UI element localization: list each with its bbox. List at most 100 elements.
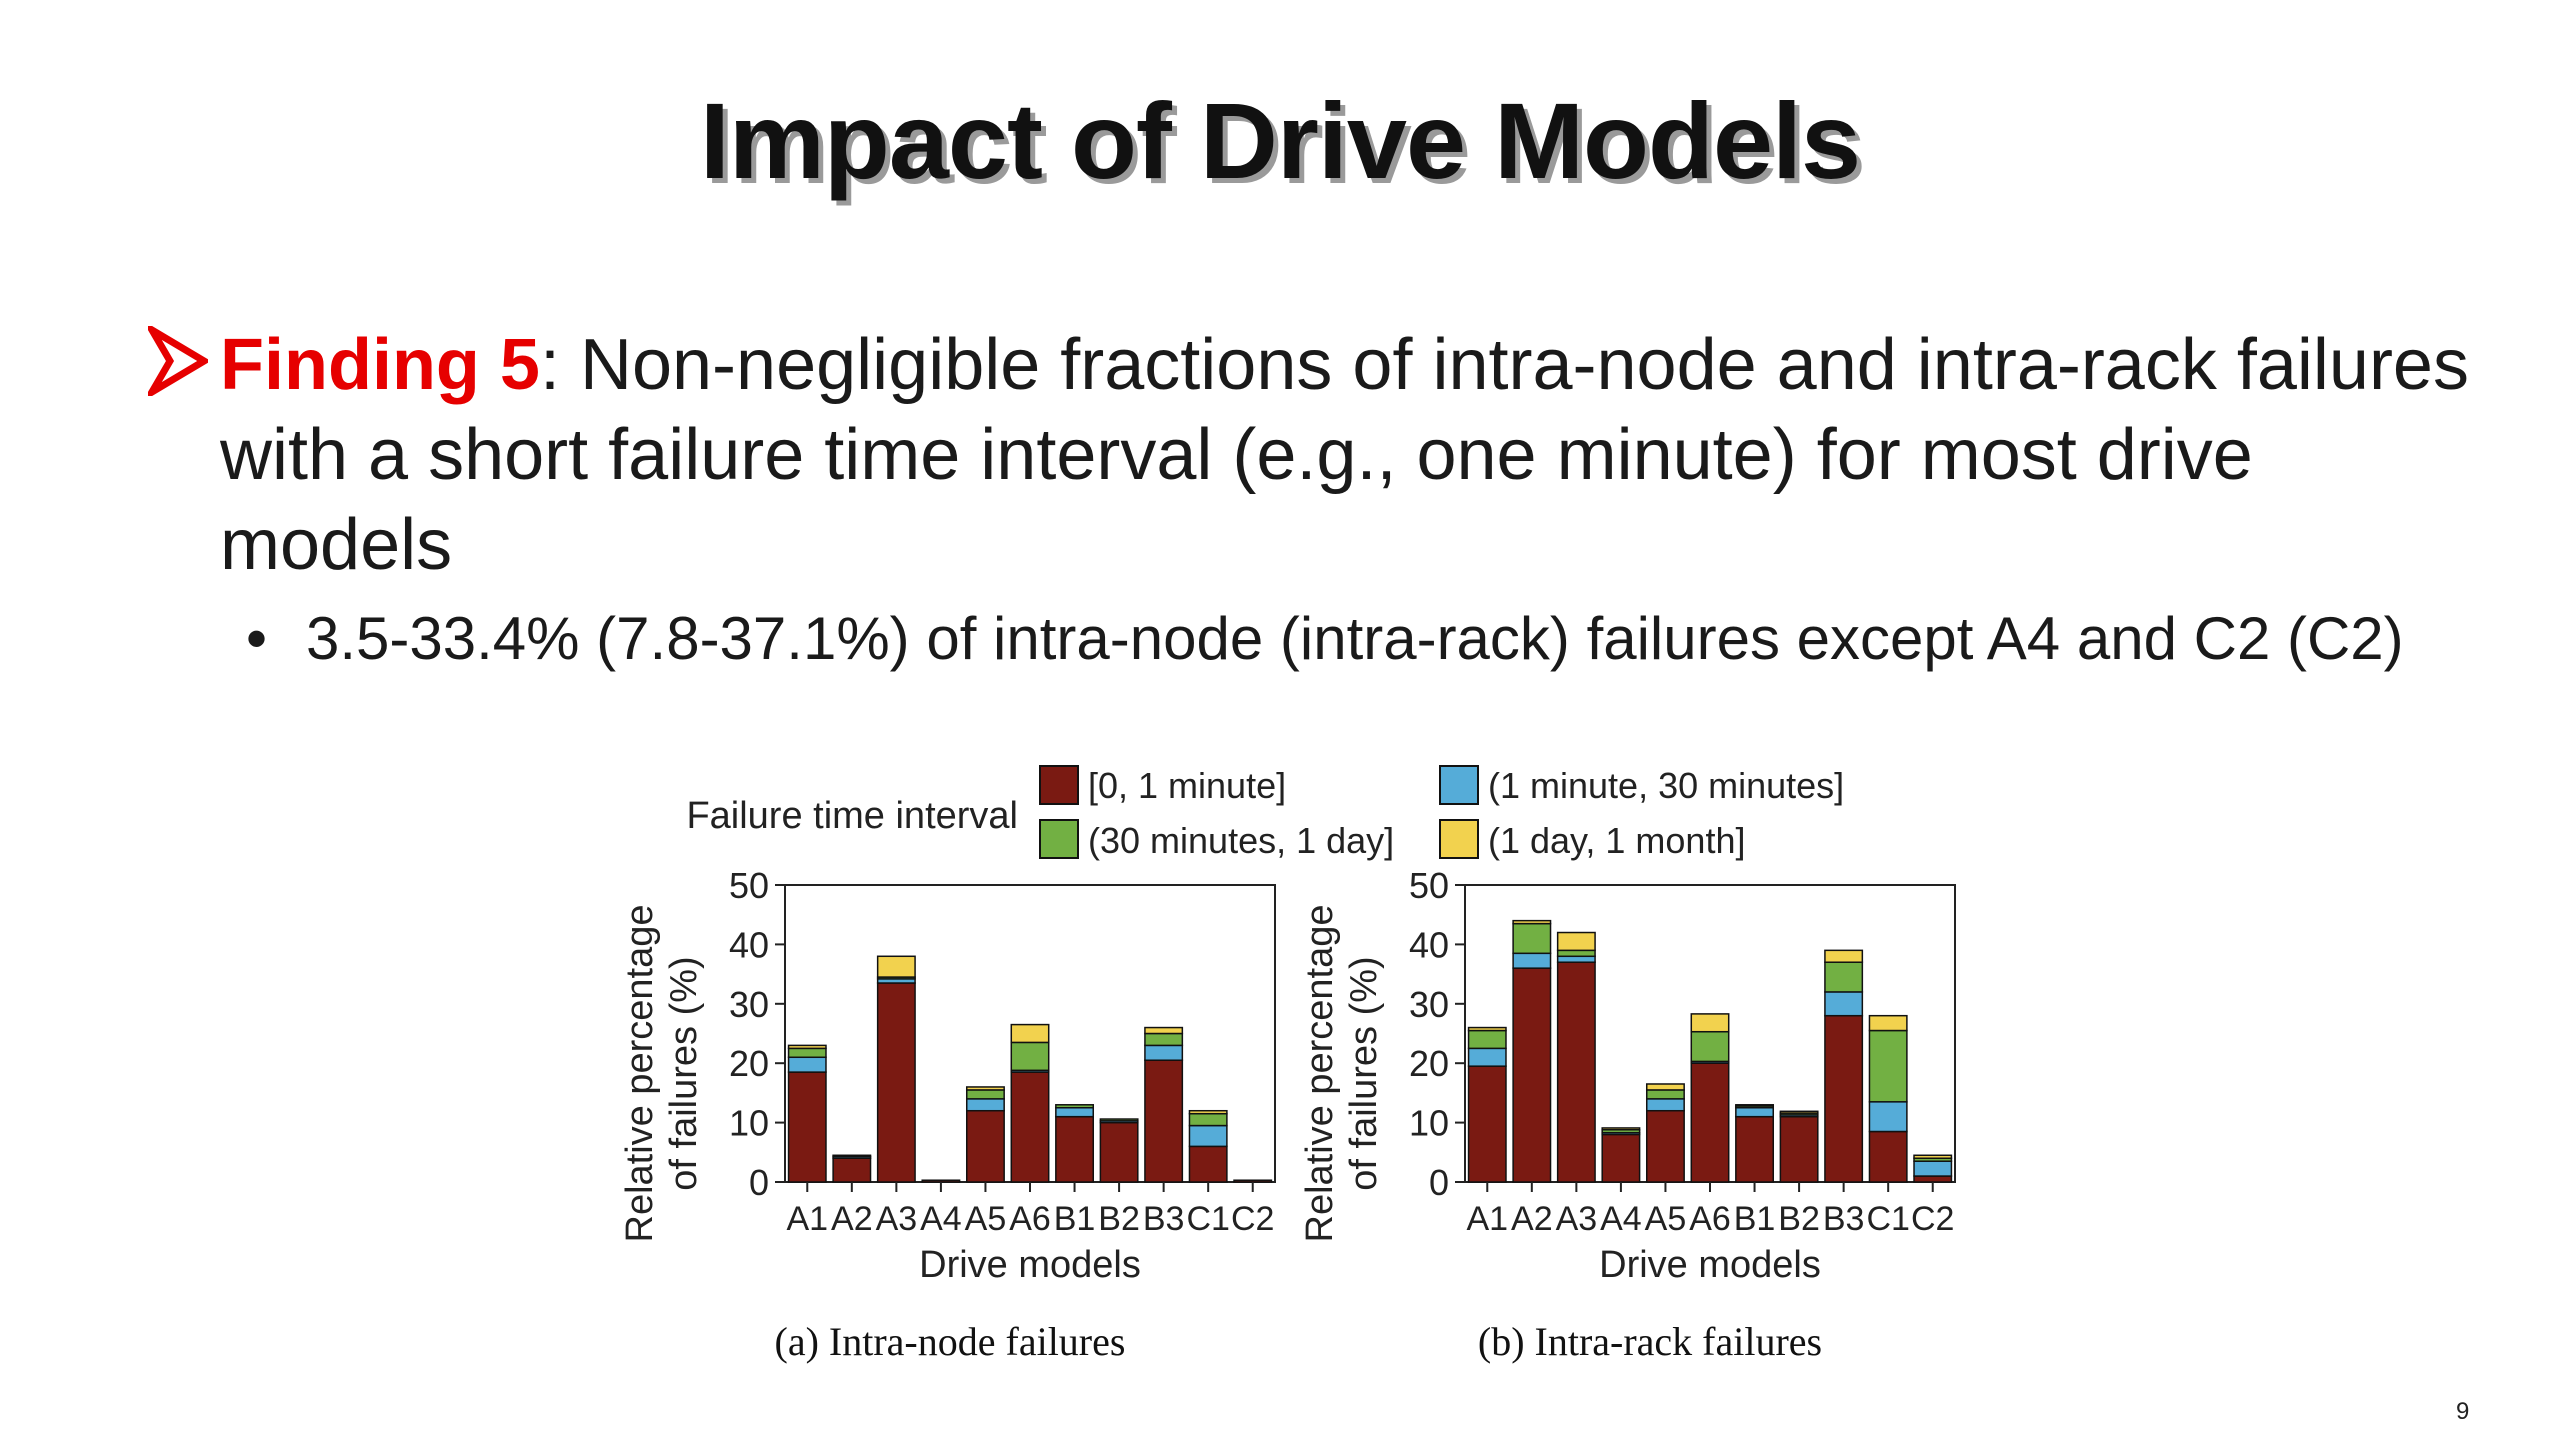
bar-segment-B1-s1 <box>1055 1107 1095 1118</box>
x-tick-label: C1 <box>1186 1200 1229 1238</box>
x-axis-label: Drive models <box>919 1244 1141 1286</box>
slide-title: Impact of Drive Models <box>699 80 1861 201</box>
chart-intra-rack: 0 10 20 30 40 50 A1 A2 A3 A4 A5 A6 B1 B2 B3 C1 C2 Drive m… <box>1299 865 1956 1286</box>
bar-segment-B2-s0 <box>1099 1121 1139 1183</box>
legend-label-0: [0, 1 minute] <box>1088 765 1286 806</box>
x-tick-label: B3 <box>1823 1200 1865 1238</box>
bar-segment-A3-s3 <box>876 955 916 978</box>
bar-segment-A6-s2 <box>1690 1030 1730 1063</box>
legend-label-1: (1 minute, 30 minutes] <box>1488 765 1844 806</box>
x-tick-label: B1 <box>1054 1200 1096 1238</box>
bar-segment-B3-s3 <box>1824 949 1864 963</box>
x-tick-label: A1 <box>1466 1200 1508 1238</box>
bar-segment-A3-s1 <box>1556 955 1596 963</box>
bar-segment-C2-s1 <box>1913 1160 1953 1177</box>
bar-segment-A1-s2 <box>1467 1029 1507 1050</box>
legend-label-2: (30 minutes, 1 day] <box>1088 820 1394 861</box>
x-tick-label: B2 <box>1778 1200 1820 1238</box>
y-tick-label: 20 <box>729 1043 769 1084</box>
legend-swatch-2 <box>1039 819 1079 859</box>
y-tick-label: 10 <box>1409 1103 1449 1144</box>
bar-segment-A5-s2 <box>1645 1089 1685 1100</box>
legend-title: Failure time interval <box>686 795 1018 837</box>
bar-segment-A3-s2 <box>1556 949 1596 958</box>
y-axis-label-line-1: Relative percentage <box>619 905 661 1243</box>
bar-segment-C1-s2 <box>1868 1029 1908 1103</box>
bar-segment-A6-s0 <box>1010 1071 1050 1183</box>
y-tick-label: 30 <box>1409 984 1449 1025</box>
y-tick-label: 20 <box>1409 1043 1449 1084</box>
y-axis-label-line-2: of failures (%) <box>663 956 705 1190</box>
bar-segment-C2-s0 <box>1913 1175 1953 1183</box>
bar-segment-A2-s2 <box>832 1154 872 1158</box>
finding-paragraph: Finding 5: Non-negligible fractions of i… <box>148 320 2488 590</box>
legend: Failure time interval [0, 1 minute] (1 m… <box>686 765 1844 861</box>
bar-segment-C1-s3 <box>1188 1109 1228 1115</box>
x-tick-label: A5 <box>1645 1200 1687 1238</box>
y-tick-label: 50 <box>729 865 769 906</box>
x-tick-label: B3 <box>1143 1200 1185 1238</box>
bar-segment-A5-s1 <box>1645 1098 1685 1112</box>
bar-segment-A1-s0 <box>787 1071 827 1183</box>
bar-segment-A1-s1 <box>1467 1047 1507 1067</box>
bar-segment-A2-s0 <box>1512 967 1552 1183</box>
bar-segment-A6-s2 <box>1010 1041 1050 1072</box>
bar-segment-A5-s0 <box>1645 1109 1685 1183</box>
x-tick-label: B1 <box>1734 1200 1776 1238</box>
bar-segment-B3-s2 <box>1824 961 1864 993</box>
bar-segment-A3-s3 <box>1556 931 1596 952</box>
bar-segment-B3-s2 <box>1144 1032 1184 1047</box>
x-tick-label: A3 <box>876 1200 918 1238</box>
x-tick-label: A6 <box>1689 1200 1731 1238</box>
y-tick-label: 30 <box>729 984 769 1025</box>
bar-segment-C1-s0 <box>1188 1145 1228 1183</box>
bar-segment-A6-s3 <box>1010 1023 1050 1044</box>
bar-segment-A5-s2 <box>965 1089 1005 1100</box>
bar-segment-A2-s0 <box>832 1157 872 1183</box>
bar-segment-A1-s3 <box>787 1044 827 1050</box>
bar-segment-A5-s3 <box>965 1086 1005 1091</box>
y-tick-label: 0 <box>749 1162 769 1203</box>
legend-swatch-1 <box>1439 765 1479 805</box>
bar-segment-A5-s3 <box>1645 1083 1685 1091</box>
bar-segment-A3-s0 <box>1556 961 1596 1183</box>
x-tick-label: A4 <box>920 1200 962 1238</box>
x-tick-label: B2 <box>1098 1200 1140 1238</box>
bar-segment-A6-s3 <box>1690 1013 1730 1033</box>
x-tick-label: A3 <box>1556 1200 1598 1238</box>
y-axis-label-line-1: Relative percentage <box>1299 905 1341 1243</box>
x-tick-label: A2 <box>831 1200 873 1238</box>
x-tick-label: A2 <box>1511 1200 1553 1238</box>
bar-segment-A4-s0 <box>1601 1133 1641 1183</box>
bar-segment-C1-s1 <box>1188 1124 1228 1148</box>
bar-segment-A4-s0 <box>921 1179 961 1183</box>
bar-segment-B3-s3 <box>1144 1026 1184 1035</box>
y-tick-label: 40 <box>1409 924 1449 965</box>
bar-segment-A4-s3 <box>1601 1127 1641 1131</box>
y-tick-label: 40 <box>729 924 769 965</box>
bar-segment-B1-s0 <box>1735 1115 1775 1183</box>
finding-label: Finding 5 <box>220 325 540 405</box>
x-tick-label: A6 <box>1009 1200 1051 1238</box>
bar-segment-B2-s3 <box>1779 1110 1819 1114</box>
legend-label-3: (1 day, 1 month] <box>1488 820 1745 861</box>
finding-text: : Non-negligible fractions of intra-node… <box>220 325 2469 585</box>
bar-segment-B1-s1 <box>1735 1107 1775 1118</box>
bar-segment-C1-s0 <box>1868 1130 1908 1183</box>
bar-segment-C1-s3 <box>1868 1014 1908 1032</box>
y-tick-label: 10 <box>729 1103 769 1144</box>
page-number: 9 <box>2456 1398 2470 1425</box>
caption-b: (b) Intra-rack failures <box>1478 1319 1822 1364</box>
bar-segment-A1-s2 <box>787 1047 827 1059</box>
bar-segment-A5-s1 <box>965 1098 1005 1112</box>
sub-bullet-text: 3.5-33.4% (7.8-37.1%) of intra-node (int… <box>306 605 2404 672</box>
y-tick-label: 0 <box>1429 1162 1449 1203</box>
bar-segment-A3-s0 <box>876 982 916 1183</box>
y-tick-label: 50 <box>1409 865 1449 906</box>
x-tick-label: C2 <box>1231 1200 1274 1238</box>
legend-swatch-0 <box>1039 765 1079 805</box>
arrow-bullet-icon <box>148 326 208 396</box>
x-tick-label: C2 <box>1911 1200 1954 1238</box>
x-tick-label: C1 <box>1866 1200 1909 1238</box>
